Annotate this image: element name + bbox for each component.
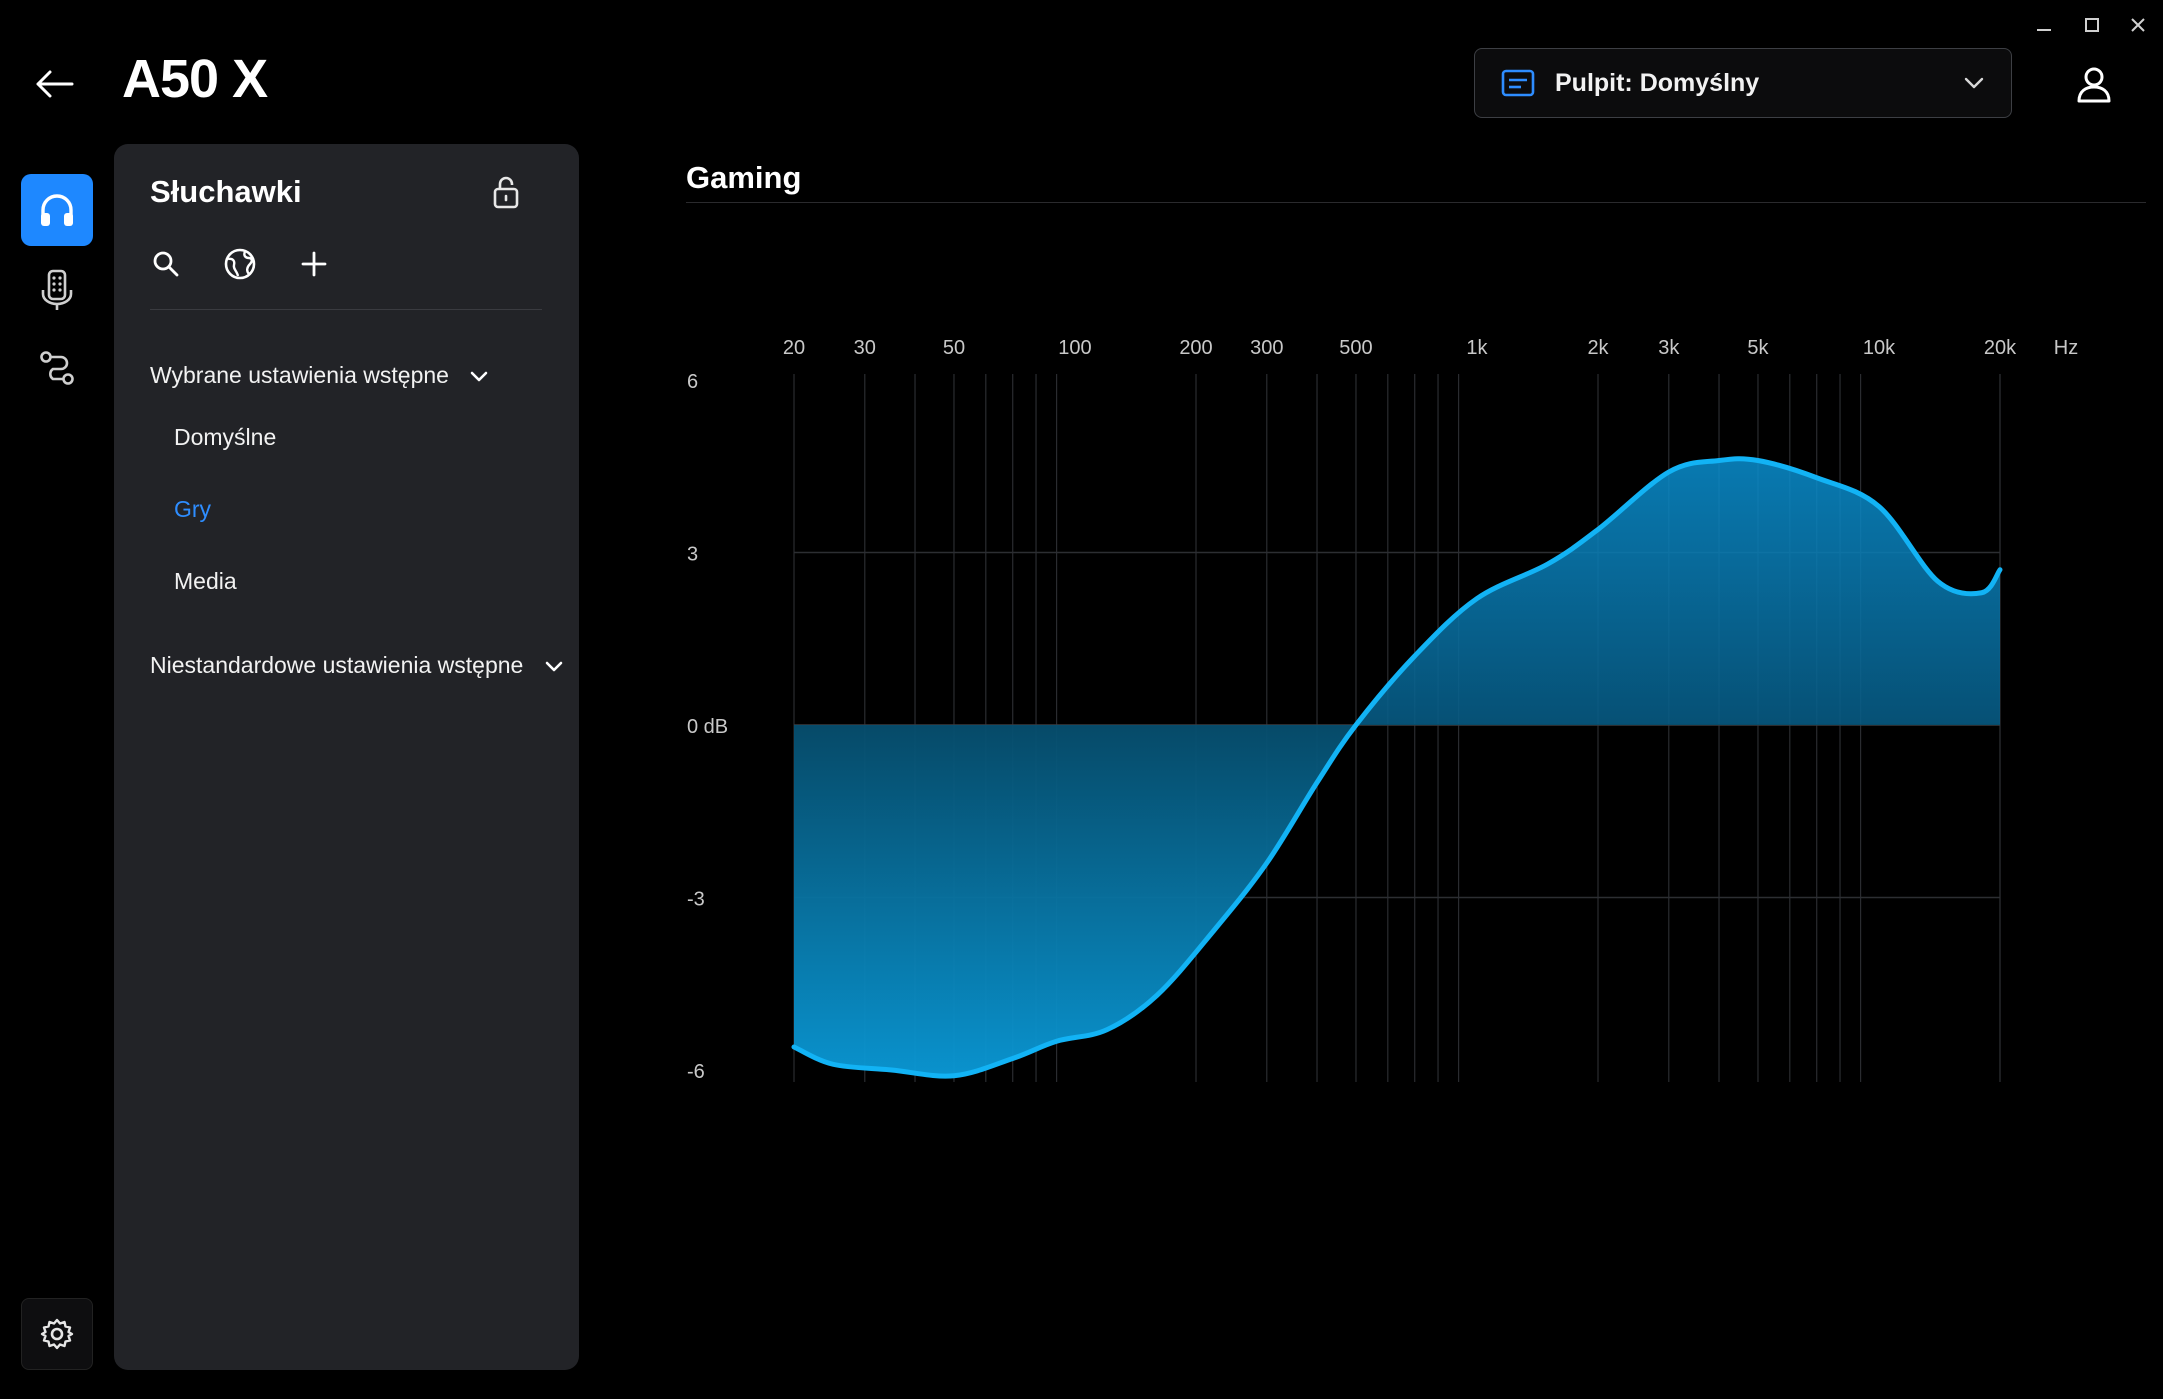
eq-title: Gaming [686,160,802,195]
chevron-down-icon [545,661,563,672]
eq-chart[interactable]: 20 30 50 100 200 300 500 1k 2k 3k 5k 10k 20k Hz 6 3 0 d… [660,310,2120,1110]
x-tick-label: 200 [1179,337,1212,359]
x-tick-label: 30 [854,337,876,359]
panel-divider [150,309,542,310]
x-tick-label: 20k [1984,337,2017,359]
y-tick-label: -3 [687,889,705,911]
chevron-down-icon [471,371,488,382]
title-divider [686,202,2146,203]
plus-icon [301,251,327,277]
close-icon [2131,18,2145,32]
settings-button[interactable] [21,1298,93,1370]
presets-panel: Słuchawki Wybrane ustawienia wstępne Dom [114,144,579,1370]
profile-dropdown[interactable]: Pulpit: Domyślny [1474,48,2012,118]
preset-item-default[interactable]: Domyślne [174,424,277,450]
profile-label: Pulpit: Domyślny [1555,68,1760,97]
search-button[interactable] [144,242,188,286]
search-icon [153,251,179,277]
arrow-left-icon [36,70,74,98]
headphones-icon [41,194,73,226]
y-tick-label: 6 [687,371,698,393]
selected-presets-section[interactable]: Wybrane ustawienia wstępne [150,362,489,389]
microphone-icon [41,269,73,310]
custom-presets-label: Niestandardowe ustawienia wstępne [150,652,524,678]
community-presets-button[interactable] [218,242,262,286]
back-button[interactable] [28,58,80,110]
user-account-button[interactable] [2074,64,2114,104]
x-tick-label: 10k [1863,337,1896,359]
routing-icon [40,351,74,385]
x-tick-label: 500 [1339,337,1372,359]
device-title: A50 X [122,49,268,109]
chevron-down-icon [1964,77,1984,89]
x-tick-label: 50 [943,337,965,359]
desktop-profile-icon [1501,69,1535,97]
minimize-icon [2037,29,2051,31]
x-tick-label: 20 [783,337,805,359]
x-unit-label: Hz [2054,337,2078,359]
close-button[interactable] [2118,8,2158,42]
x-tick-labels: 20 30 50 100 200 300 500 1k 2k 3k 5k 10k 20k Hz [783,337,2078,359]
y-tick-label: 3 [687,544,698,566]
unlock-icon [493,176,519,209]
rail-routing[interactable] [21,332,93,404]
preset-item-games[interactable]: Gry [174,496,212,522]
selected-presets-label: Wybrane ustawienia wstępne [150,362,449,388]
eq-curve-line [791,456,2003,1079]
area-fill-positive [1356,458,2000,724]
gear-icon [40,1318,74,1350]
x-tick-label: 3k [1658,337,1680,359]
rail-microphone[interactable] [21,254,93,326]
rail-headphones[interactable] [21,174,93,246]
custom-presets-section[interactable]: Niestandardowe ustawienia wstępne [150,652,564,679]
x-tick-label: 2k [1587,337,1609,359]
x-tick-label: 5k [1747,337,1769,359]
x-tick-label: 300 [1250,337,1283,359]
preset-item-media[interactable]: Media [174,568,237,594]
x-tick-label: 100 [1058,337,1091,359]
area-fills [794,458,2000,1077]
globe-icon [224,248,256,280]
x-tick-label: 1k [1466,337,1488,359]
maximize-icon [2085,18,2099,32]
y-tick-label: 0 dB [687,716,728,738]
lock-button[interactable] [484,170,528,214]
maximize-button[interactable] [2072,8,2112,42]
y-tick-label: -6 [687,1061,705,1083]
curve-layer [791,456,2003,1079]
y-tick-labels: 6 3 0 dB -3 -6 [687,371,728,1083]
user-icon [2077,67,2111,103]
area-fill-negative [794,724,2000,1077]
minimize-button[interactable] [2024,8,2064,42]
add-preset-button[interactable] [292,242,336,286]
panel-title: Słuchawki [150,174,302,209]
